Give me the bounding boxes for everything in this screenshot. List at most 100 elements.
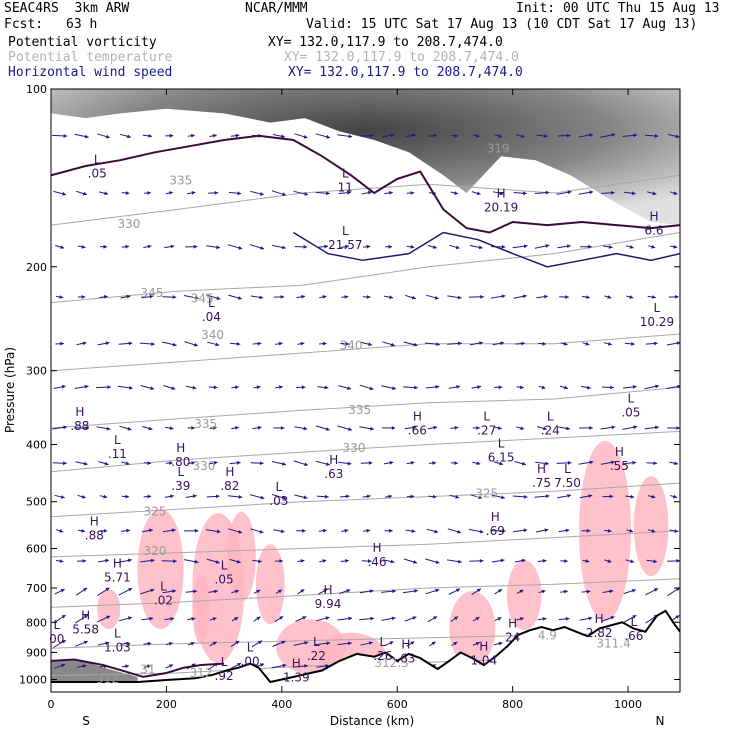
pv-extremum-value: 6.6 — [644, 224, 663, 238]
wind-vector — [469, 245, 483, 250]
wind-vector — [228, 191, 242, 196]
wind-speed-shading — [227, 511, 256, 602]
y-tick-label: 100 — [26, 83, 47, 96]
wind-vector — [491, 494, 506, 500]
pv-extremum-value: .03 — [269, 494, 288, 508]
pv-extremum-value: 00 — [49, 632, 64, 646]
pv-low-marker: L — [114, 627, 121, 641]
pv-contour-line — [51, 134, 680, 234]
wind-vector — [229, 460, 241, 465]
wind-vector — [273, 529, 285, 534]
wind-vector — [318, 588, 328, 595]
wind-vector — [54, 663, 66, 669]
wind-vector — [294, 244, 308, 249]
wind-speed-shading — [633, 476, 669, 577]
wind-vector — [446, 559, 462, 564]
wind-vector — [601, 190, 615, 195]
pv-low-marker: L — [177, 465, 184, 479]
pv-extremum-value: 9.94 — [315, 597, 342, 611]
wind-vector — [295, 616, 307, 622]
theta-contour-label: 335 — [169, 173, 192, 187]
wind-vector — [491, 558, 505, 563]
theta-contour-label: 311.4 — [596, 637, 630, 651]
theta-contour-line — [51, 530, 680, 558]
pv-high-marker: H — [176, 441, 185, 455]
wind-vector — [337, 134, 353, 139]
wind-vector — [315, 641, 331, 646]
wind-vector — [669, 191, 678, 195]
wind-vector — [98, 191, 109, 196]
wind-vector — [185, 385, 197, 390]
wind-vector — [512, 494, 528, 499]
wind-vector — [359, 589, 374, 594]
wind-vector — [580, 385, 591, 390]
wind-vector — [556, 190, 572, 195]
theta-contour-label: 312 — [190, 666, 213, 680]
pv-low-marker: L — [114, 433, 121, 447]
wind-vector — [578, 133, 594, 138]
wind-vector — [250, 528, 264, 534]
x-axis-label: Distance (km) — [330, 714, 414, 728]
wind-vector — [647, 494, 656, 499]
wind-vector — [165, 461, 173, 465]
wind-vector — [516, 385, 524, 390]
wind-vector — [143, 494, 152, 499]
y-tick-label: 500 — [26, 496, 47, 509]
wind-vector — [359, 426, 374, 431]
wind-vector — [56, 295, 64, 299]
pv-extremum-value: 1.39 — [283, 671, 310, 685]
wind-vector — [118, 616, 133, 622]
wind-vector — [120, 641, 131, 646]
theta-contour-label: 335 — [348, 403, 371, 417]
wind-vector — [165, 191, 173, 195]
pv-extremum-value: 2.82 — [586, 626, 613, 640]
wind-vector — [404, 616, 417, 622]
wind-vector — [293, 641, 309, 646]
wind-vector — [360, 641, 373, 646]
theta-contour-label: 325 — [143, 505, 166, 519]
field-name-pv: Potential vorticity — [8, 35, 157, 50]
wind-vector — [537, 617, 547, 621]
wind-vector — [669, 529, 679, 533]
wind-vector — [52, 461, 67, 466]
endpoint-north: N — [656, 714, 665, 728]
wind-vector — [361, 190, 372, 195]
pv-high-marker: H — [323, 583, 332, 597]
pv-extremum-value: .46 — [367, 555, 386, 569]
pv-extremum-value: .63 — [396, 651, 415, 665]
wind-vector — [76, 664, 87, 668]
wind-vector — [162, 295, 177, 299]
wind-vector — [405, 133, 416, 138]
wind-vector — [75, 461, 88, 466]
pv-extremum-value: 5.71 — [104, 571, 131, 585]
pv-extremum-value: .88 — [85, 529, 104, 543]
pv-high-marker: H — [649, 210, 658, 224]
wind-vector — [558, 426, 570, 431]
wind-vector — [578, 190, 594, 195]
pv-extremum-value: .69 — [486, 524, 505, 538]
wind-vector — [558, 528, 570, 533]
wind-vector — [77, 494, 86, 499]
wind-vector — [515, 134, 525, 138]
wind-vector — [142, 134, 153, 138]
wind-vector — [274, 559, 283, 563]
wind-vector — [187, 426, 195, 430]
wind-vector — [362, 295, 371, 299]
wind-vector — [472, 133, 480, 138]
pv-extremum-value: 5.58 — [72, 623, 99, 637]
wind-vector — [381, 426, 396, 430]
wind-vector — [580, 244, 592, 249]
wind-vector — [516, 589, 524, 594]
theta-contour-label: 31 — [140, 663, 155, 677]
wind-vector — [230, 133, 240, 138]
pv-extremum-value: .02 — [154, 594, 173, 608]
wind-vector — [120, 528, 131, 533]
wind-vector — [208, 589, 218, 594]
wind-vector — [406, 191, 415, 195]
wind-vector — [337, 616, 353, 621]
wind-vector — [556, 494, 572, 499]
theta-contour-line — [51, 232, 680, 304]
wind-vector — [98, 558, 110, 563]
wind-vector — [143, 664, 151, 669]
wind-vector — [624, 191, 636, 196]
